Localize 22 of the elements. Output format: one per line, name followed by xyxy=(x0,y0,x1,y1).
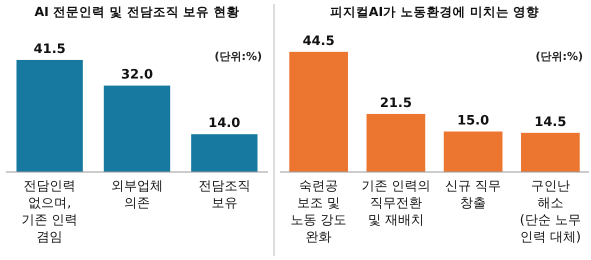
data-label: 14.5 xyxy=(534,114,566,130)
x-tick-label: 신규 직무 창출 xyxy=(445,179,502,211)
bar xyxy=(366,114,426,172)
data-label: 21.5 xyxy=(380,96,412,111)
data-label: 15.0 xyxy=(457,114,490,128)
chart-title: 피지컬AI가 노동환경에 미치는 영향 xyxy=(330,4,540,19)
x-tick-label: 기존 인력의 직무전환 및 재배치 xyxy=(361,179,430,228)
x-tick-label: 숙련공 보조 및 노동 강도 완화 xyxy=(290,179,347,245)
data-label: 41.5 xyxy=(34,42,66,57)
chart-title: AI 전문인력 및 전담조직 보유 현황 xyxy=(34,4,240,19)
x-tick-label: 외부업체 의존 xyxy=(111,179,163,211)
data-label: 44.5 xyxy=(302,34,335,49)
x-tick-label: 구인난 해소 (단순 노무 인력 대체) xyxy=(520,179,581,245)
bar xyxy=(289,52,348,172)
x-tick-label: 전담조직 보유 xyxy=(198,179,250,211)
annotation: (단위:%) xyxy=(214,50,262,63)
data-label: 14.0 xyxy=(208,116,240,132)
bar xyxy=(521,132,580,172)
bar xyxy=(444,132,502,172)
x-tick-label: 전담인력 없으며, 기존 인력 겸임 xyxy=(22,179,78,245)
annotation: (단위:%) xyxy=(536,50,583,63)
data-label: 32.0 xyxy=(120,68,154,83)
